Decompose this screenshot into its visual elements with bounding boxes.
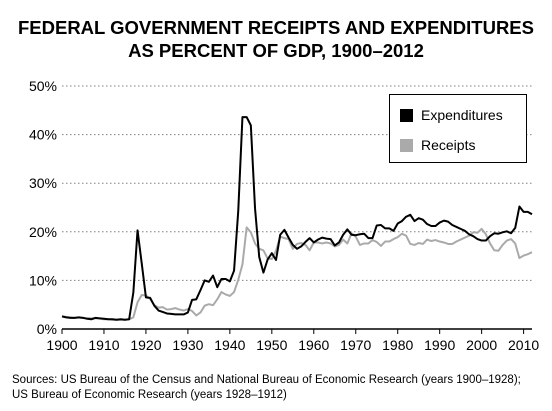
x-tick-label: 1980 xyxy=(382,337,413,353)
source-line-1: Sources: US Bureau of the Census and Nat… xyxy=(12,374,521,386)
y-tick-label: 30% xyxy=(29,175,57,191)
x-tick-label: 2000 xyxy=(466,337,497,353)
legend-label-expenditures: Expenditures xyxy=(421,107,503,123)
x-tick-label: 1920 xyxy=(130,337,161,353)
x-tick-label: 1950 xyxy=(256,337,287,353)
x-tick-label: 2010 xyxy=(508,337,539,353)
y-tick-label: 40% xyxy=(29,127,57,143)
legend-entry-expenditures: Expenditures xyxy=(400,107,503,123)
y-tick-label: 50% xyxy=(29,78,57,94)
x-tick-label: 1960 xyxy=(298,337,329,353)
x-tick-label: 1900 xyxy=(46,337,77,353)
x-tick-label: 1990 xyxy=(424,337,455,353)
x-tick-label: 1970 xyxy=(340,337,371,353)
x-tick-label: 1930 xyxy=(172,337,203,353)
legend-swatch-receipts xyxy=(400,138,413,152)
legend-entry-receipts: Receipts xyxy=(400,137,475,153)
series-line-receipts xyxy=(61,226,533,321)
series-line-expenditures xyxy=(61,116,533,321)
y-tick-label: 20% xyxy=(29,224,57,240)
source-line-2: US Bureau of Economic Research (years 19… xyxy=(12,389,287,401)
x-tick-label: 1940 xyxy=(214,337,245,353)
legend-label-receipts: Receipts xyxy=(421,137,476,153)
y-tick-label: 0% xyxy=(37,321,57,337)
y-tick-label: 10% xyxy=(29,272,57,288)
chart-legend: Expenditures Receipts xyxy=(389,94,527,163)
chart-title-line2: AS PERCENT OF GDP, 1900–2012 xyxy=(128,40,424,61)
source-note: Sources: US Bureau of the Census and Nat… xyxy=(12,373,552,403)
x-tick-label: 1910 xyxy=(88,337,119,353)
legend-swatch-expenditures xyxy=(400,108,413,122)
chart-title-line1: FEDERAL GOVERNMENT RECEIPTS AND EXPENDIT… xyxy=(17,17,534,38)
